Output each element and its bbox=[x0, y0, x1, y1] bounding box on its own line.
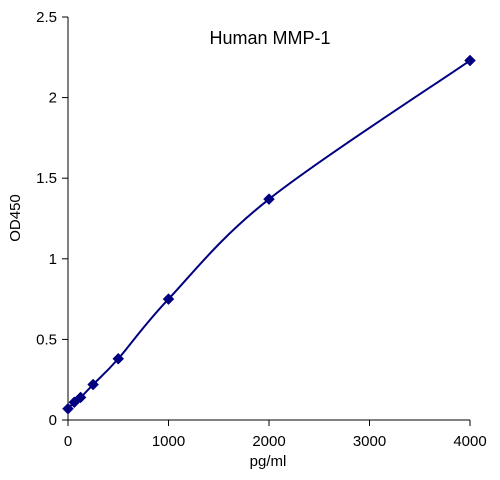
y-tick-label: 1 bbox=[49, 251, 57, 268]
data-point-diamond bbox=[162, 293, 175, 305]
data-point-diamond bbox=[263, 193, 275, 206]
series-line bbox=[67, 59, 471, 410]
x-tick-label: 2000 bbox=[252, 433, 285, 450]
chart-title: Human MMP-1 bbox=[209, 28, 330, 48]
y-tick-label: 0 bbox=[49, 412, 57, 429]
x-tick-label: 1000 bbox=[152, 433, 185, 450]
y-tick-label: 2.5 bbox=[36, 9, 57, 26]
data-point-diamond bbox=[74, 391, 87, 404]
y-axis-label: OD450 bbox=[7, 194, 24, 242]
data-point-diamond bbox=[62, 402, 74, 415]
y-tick-label: 0.5 bbox=[36, 331, 57, 348]
x-tick-label: 3000 bbox=[353, 433, 386, 450]
x-axis-label: pg/ml bbox=[250, 453, 287, 470]
data-point-diamond bbox=[87, 378, 99, 391]
x-tick-label: 0 bbox=[64, 433, 72, 450]
y-tick-label: 1.5 bbox=[36, 170, 57, 187]
data-point-diamond bbox=[464, 54, 476, 67]
x-tick-label: 4000 bbox=[453, 433, 486, 450]
y-tick-label: 2 bbox=[49, 90, 57, 107]
data-point-diamond bbox=[112, 352, 125, 365]
